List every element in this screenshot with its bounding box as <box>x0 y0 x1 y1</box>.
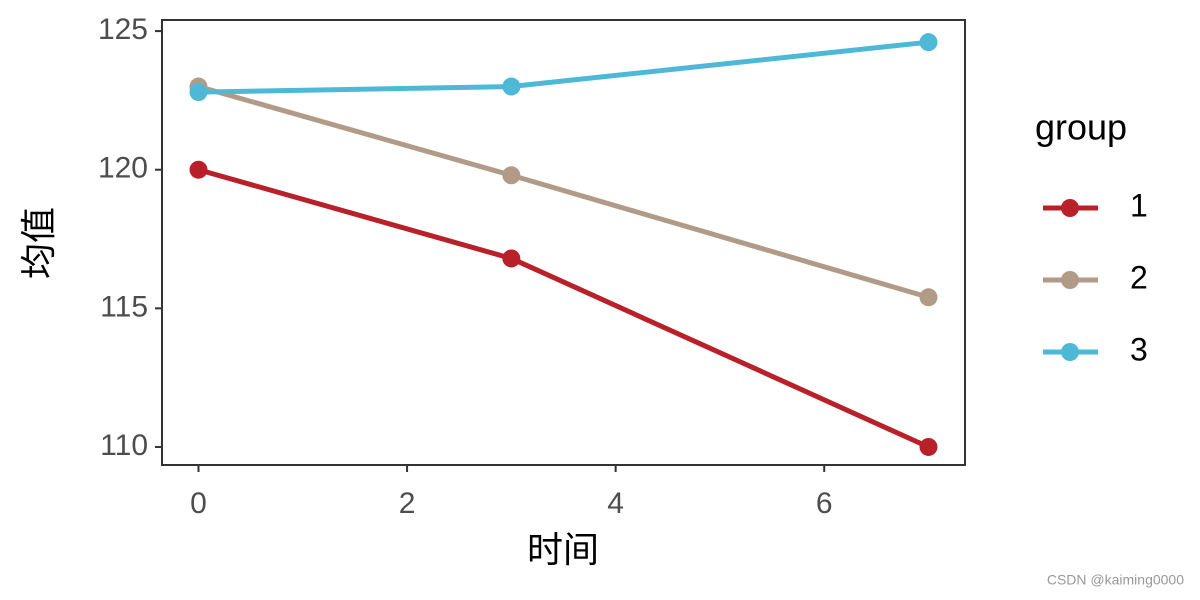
legend-label: 3 <box>1130 331 1148 367</box>
data-point <box>502 77 521 96</box>
data-point <box>502 166 521 185</box>
x-tick-label: 6 <box>816 487 833 520</box>
series-line <box>198 39 929 95</box>
x-tick-label: 2 <box>399 487 416 520</box>
y-axis-label: 均值 <box>19 207 60 279</box>
data-point <box>189 160 208 179</box>
y-tick-label: 115 <box>100 290 148 323</box>
legend-title: group <box>1035 107 1127 148</box>
y-tick-label: 125 <box>98 13 148 46</box>
data-point <box>919 437 938 456</box>
plot-frame <box>161 19 966 466</box>
legend-marker <box>1061 199 1079 217</box>
series-line <box>197 84 930 300</box>
x-axis-label: 时间 <box>527 530 599 571</box>
x-tick-label: 4 <box>607 487 624 520</box>
data-point <box>189 83 208 102</box>
data-point <box>919 288 938 307</box>
y-tick-label: 110 <box>100 429 148 462</box>
watermark: CSDN @kaiming0000 <box>1047 572 1184 588</box>
y-tick-label: 120 <box>98 152 148 185</box>
series-line <box>197 167 930 450</box>
data-point <box>502 249 521 268</box>
x-tick-label: 0 <box>190 487 207 520</box>
legend-label: 1 <box>1130 187 1148 223</box>
legend-label: 2 <box>1130 259 1148 295</box>
data-point <box>919 33 938 52</box>
legend-marker <box>1061 271 1079 289</box>
legend-marker <box>1061 343 1079 361</box>
